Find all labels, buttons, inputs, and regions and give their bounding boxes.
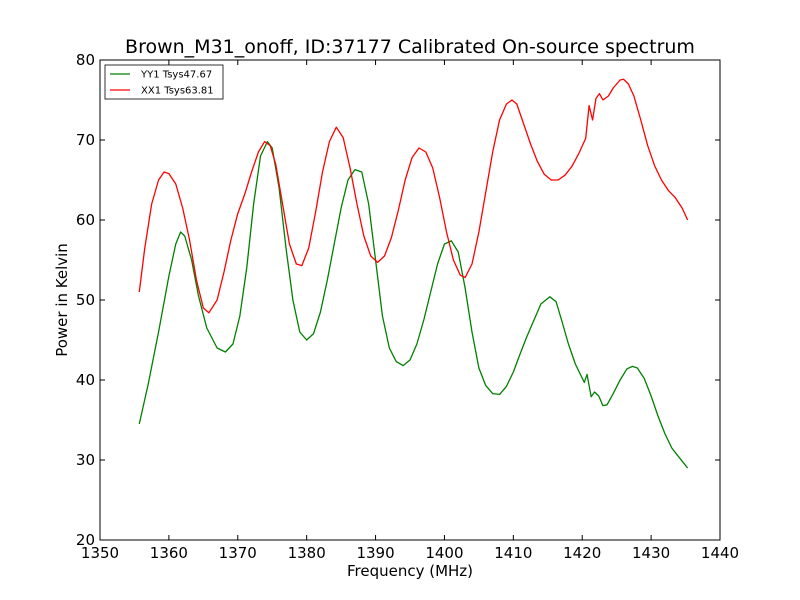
y-tick-label: 30 <box>76 451 95 469</box>
y-tick-label: 40 <box>76 371 95 389</box>
x-tick-label: 1370 <box>219 544 257 562</box>
y-tick-label: 80 <box>76 51 95 69</box>
x-axis-label: Frequency (MHz) <box>347 562 473 580</box>
legend-box <box>104 64 224 100</box>
series-line-0 <box>138 140 689 469</box>
plot-area: 1350 1360 1370 1380 1390 1400 1410 1420 1430 1440… <box>76 51 739 562</box>
x-tick-label: 1360 <box>150 544 188 562</box>
x-tick-label: 1430 <box>632 544 670 562</box>
x-tick-label: 1400 <box>425 544 463 562</box>
y-axis: 20 30 40 50 60 70 80 <box>76 51 720 549</box>
x-axis: 1350 1360 1370 1380 1390 1400 1410 1420 1430 1440 <box>81 60 739 562</box>
y-tick-label: 70 <box>76 131 95 149</box>
legend-label-1: XX1 Tsys63.81 <box>141 86 214 97</box>
y-tick-label: 60 <box>76 211 95 229</box>
series-line-1 <box>138 78 689 314</box>
series-layer <box>138 78 689 469</box>
x-tick-label: 1410 <box>494 544 532 562</box>
legend-label-0: YY1 Tsys47.67 <box>140 70 212 81</box>
legend: YY1 Tsys47.67 XX1 Tsys63.81 <box>104 64 224 100</box>
x-tick-label: 1350 <box>81 544 119 562</box>
chart-title: Brown_M31_onoff, ID:37177 Calibrated On-… <box>125 36 695 58</box>
plot-background <box>100 60 720 540</box>
x-tick-label: 1440 <box>701 544 739 562</box>
x-tick-label: 1420 <box>563 544 601 562</box>
x-tick-label: 1390 <box>356 544 394 562</box>
y-tick-label: 50 <box>76 291 95 309</box>
y-axis-label: Power in Kelvin <box>53 243 71 357</box>
x-tick-label: 1380 <box>288 544 326 562</box>
y-tick-label: 20 <box>76 531 95 549</box>
